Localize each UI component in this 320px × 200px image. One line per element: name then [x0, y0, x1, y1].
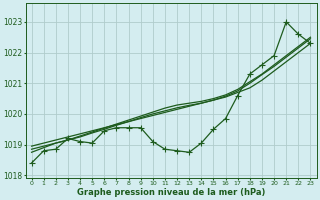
X-axis label: Graphe pression niveau de la mer (hPa): Graphe pression niveau de la mer (hPa) — [77, 188, 265, 197]
